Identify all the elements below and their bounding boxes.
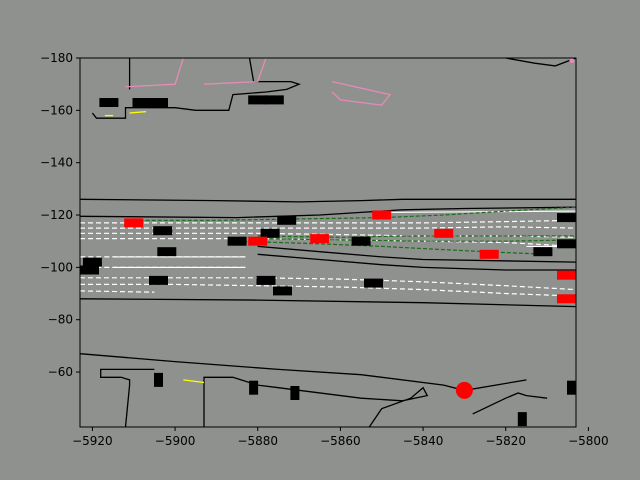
y-tick-label-6: −180 [40,51,73,65]
vehicle-16 [249,380,259,395]
solid-lane-line-3 [381,210,577,213]
vehicle-15 [154,372,163,387]
vehicle-10 [351,236,371,246]
lane-line-3 [80,238,577,247]
markings-layer [104,57,575,384]
lane-line-1 [80,283,577,297]
y-tick-label-5: −160 [40,103,73,117]
vehicle-18 [517,412,527,427]
vehicle-4 [153,226,173,236]
y-tick-label-3: −120 [40,208,73,222]
x-tick-label-5: −5820 [485,434,526,448]
lane-lines-layer [79,210,577,297]
vehicle-1 [82,257,102,267]
highlighted-vehicle-7 [557,294,576,304]
vehicle-13 [557,239,576,249]
lane-line-0 [79,290,155,293]
y-tick-label-4: −140 [40,156,73,170]
vehicles-layer [80,95,576,427]
boundary-line-2 [472,392,548,415]
vehicle-11 [364,278,383,288]
axes-frame [79,57,577,428]
lane-line-6 [80,219,577,224]
lane-line-5 [80,226,577,229]
road-edge-1 [79,298,577,308]
road-edge-5 [257,253,576,271]
crosswalk-1 [125,57,184,88]
boundary-line-3 [91,57,301,119]
vehicle-21 [132,98,152,107]
boundary-line-5 [505,57,577,67]
y-tick-label-2: −100 [40,260,73,274]
crosswalk-2 [203,57,267,85]
vehicle-3 [157,247,177,257]
vehicle-14 [557,213,576,223]
vehicle-20 [99,98,119,107]
highlighted-vehicle-5 [479,249,499,259]
ego-marker [455,381,473,399]
highlighted-vehicle-1 [248,236,268,246]
vehicle-6 [256,275,276,285]
highlighted-vehicle-6 [557,270,576,280]
road-edge-3 [79,198,576,203]
vehicle-7 [273,286,292,296]
road-edge-4 [257,245,577,263]
y-tick-label-0: −60 [48,365,73,379]
vehicle-5 [227,236,247,246]
x-tick-label-1: −5900 [155,434,196,448]
highlighted-vehicle-2 [310,234,330,244]
crosswalk-0 [331,80,392,106]
boundary-line-1 [203,376,429,428]
y-tick-label-1: −80 [48,313,73,327]
vehicle-0 [80,265,99,275]
x-tick-label-3: −5860 [320,434,361,448]
vehicle-17 [290,386,300,400]
road-edges-layer [79,57,577,428]
lane-line-2 [80,277,577,291]
vehicle-19 [567,380,576,395]
x-tick-label-2: −5880 [237,434,278,448]
yellow-mark-0 [183,379,205,384]
yellow-mark-2 [129,110,147,114]
x-tick-label-0: −5920 [72,434,113,448]
vehicle-23 [248,95,268,105]
boundary-line-0 [100,368,155,428]
highlighted-vehicle-0 [124,218,144,228]
vehicle-24 [264,95,284,105]
vehicle-12 [533,247,553,257]
vehicle-8 [260,228,280,238]
vehicle-22 [149,98,168,107]
road-edge-2 [79,206,577,219]
x-tick-label-4: −5840 [403,434,444,448]
highlighted-vehicle-4 [434,228,454,238]
vehicle-9 [277,215,297,225]
ticks-layer: −5920 −5900 −5880 −5860 −5840 −5820 −5800 −60 −8… [40,51,609,448]
pink-mark-0 [569,58,575,64]
highlighted-vehicle-3 [372,210,392,220]
x-tick-label-6: −5800 [568,434,609,448]
vehicle-2 [149,275,168,285]
